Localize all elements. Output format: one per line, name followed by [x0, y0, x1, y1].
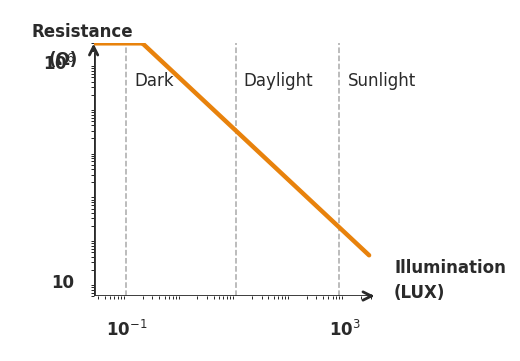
Text: 10$^{-1}$: 10$^{-1}$	[106, 320, 147, 340]
Text: Dark: Dark	[135, 72, 174, 90]
Text: Sunlight: Sunlight	[347, 72, 415, 90]
Text: Daylight: Daylight	[243, 72, 313, 90]
Text: (LUX): (LUX)	[394, 284, 446, 303]
Text: Resistance: Resistance	[32, 23, 134, 41]
Text: 10$^3$: 10$^3$	[329, 320, 360, 340]
Text: (Ω): (Ω)	[49, 51, 78, 69]
Text: Illumination: Illumination	[394, 259, 506, 277]
Text: 10$^6$: 10$^6$	[43, 54, 75, 74]
Text: 10: 10	[51, 274, 75, 292]
